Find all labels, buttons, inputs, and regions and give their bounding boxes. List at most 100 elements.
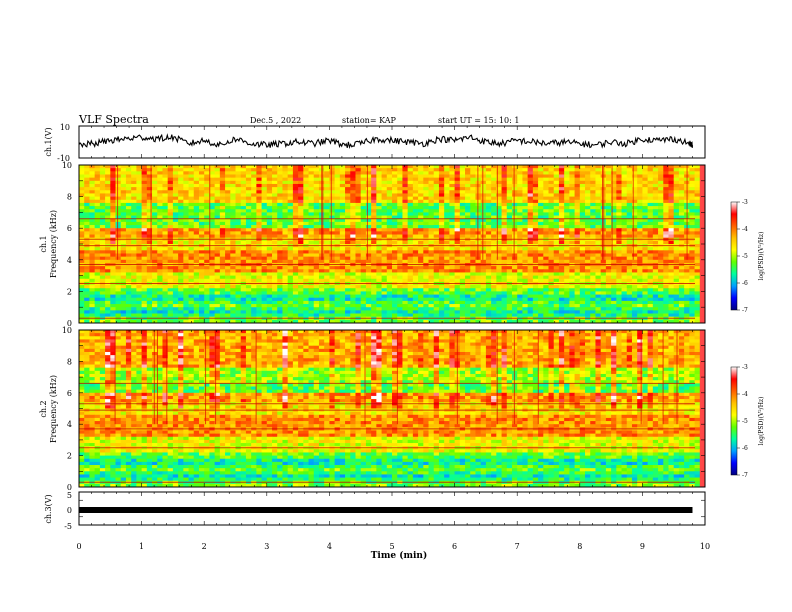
spectrogram-cell <box>485 259 492 264</box>
spectrogram-cell <box>642 234 649 239</box>
spectrogram-cell <box>167 250 174 254</box>
spectrogram-cell <box>308 190 315 194</box>
spectrogram-cell <box>209 202 216 207</box>
spectrogram-cell <box>355 272 362 276</box>
spectrogram-cell <box>214 165 221 169</box>
spectrogram-cell <box>511 234 518 239</box>
spectrogram-cell <box>266 177 273 182</box>
spectrogram-cell <box>433 165 440 169</box>
spectrogram-cell <box>496 240 502 245</box>
spectrogram-cell <box>298 247 304 251</box>
spectrogram-cell <box>329 278 336 283</box>
spectrogram-cell <box>230 275 236 280</box>
spectrogram-cell <box>673 285 680 289</box>
spectrogram-cell <box>204 218 210 223</box>
spectrogram-cell <box>574 183 581 188</box>
spectrogram-cell <box>287 206 294 210</box>
spectrogram-cell <box>339 177 346 182</box>
spectrogram-cell <box>99 225 106 229</box>
spectrogram-cell <box>637 275 643 280</box>
spectrogram-cell <box>511 187 518 191</box>
spectrogram-cell <box>668 253 675 258</box>
spectrogram-cell <box>110 272 116 276</box>
spectrogram-cell <box>600 288 607 292</box>
spectrogram-cell <box>193 174 200 179</box>
spectrogram-cell <box>209 190 216 194</box>
spectrogram-cell <box>350 250 356 254</box>
spectrogram-cell <box>438 250 445 254</box>
spectrogram-cell <box>558 209 565 213</box>
spectrogram-cell <box>272 275 278 280</box>
spectrogram-cell <box>397 285 403 289</box>
spectrogram-cell <box>438 215 445 220</box>
spectrogram-cell <box>428 187 435 191</box>
spectrogram-cell <box>157 288 163 292</box>
spectrogram-cell <box>235 190 242 194</box>
spectrogram-cell <box>256 278 262 283</box>
spectrogram-cell <box>454 183 461 188</box>
spectrogram-cell <box>412 215 419 220</box>
spectrogram-cell <box>663 177 669 182</box>
spectrogram-cell <box>621 193 628 197</box>
spectrogram-cell <box>235 234 242 239</box>
spectrogram-cell <box>303 180 309 185</box>
spectrogram-cell <box>449 183 455 188</box>
spectrogram-cell <box>371 187 377 191</box>
spectrogram-cell <box>131 240 137 245</box>
spectrogram-cell <box>251 285 257 289</box>
spectrogram-cell <box>485 278 492 283</box>
spectrogram-cell <box>496 209 502 213</box>
spectrogram-cell <box>131 174 137 179</box>
spectrogram-cell <box>668 275 675 280</box>
spectrogram-cell <box>538 165 544 169</box>
spectrogram-cell <box>303 266 309 270</box>
spectrogram-cell <box>506 256 513 261</box>
spectrogram-cell <box>647 171 654 175</box>
spectrogram-cell <box>339 212 346 216</box>
spectrogram-cell <box>605 196 612 201</box>
spectrogram-cell <box>459 275 466 280</box>
spectrogram-cell <box>444 272 450 276</box>
start-ut-label: start UT = 15: 10: 1 <box>438 116 519 125</box>
spectrogram-cell <box>694 199 701 204</box>
spectrogram-cell <box>99 168 106 172</box>
spectrogram-cell <box>225 218 231 223</box>
spectrogram-cell <box>345 165 351 169</box>
spectrogram-cell <box>517 221 523 226</box>
spectrogram-cell <box>637 206 643 210</box>
spectrogram-cell <box>110 177 116 182</box>
spectrogram-cell <box>392 190 398 194</box>
spectrogram-cell <box>282 240 289 245</box>
spectrogram-cell <box>491 171 497 175</box>
spectrogram-cell <box>225 269 231 273</box>
spectrogram-cell <box>423 174 429 179</box>
spectrogram-cell <box>433 228 440 232</box>
spectrogram-cell <box>678 250 685 254</box>
spectrogram-cell <box>355 193 362 197</box>
spectrogram-cell <box>558 177 565 182</box>
spectrogram-cell <box>251 190 257 194</box>
spectrogram-cell <box>172 215 179 220</box>
spectrogram-cell <box>621 269 628 273</box>
spectrogram-cell <box>652 187 659 191</box>
spectrogram-cell <box>631 278 638 283</box>
spectrogram-cell <box>684 259 690 264</box>
spectrogram-cell <box>449 247 455 251</box>
spectrogram-cell <box>214 259 221 264</box>
spectrogram-cell <box>345 288 351 292</box>
spectrogram-cell <box>689 231 695 235</box>
spectrogram-cell <box>125 183 132 188</box>
spectrogram-cell <box>282 218 289 223</box>
spectrogram-cell <box>84 212 90 216</box>
spectrogram-cell <box>553 202 560 207</box>
spectrogram-cell <box>235 247 242 251</box>
spectrogram-cell <box>579 228 586 232</box>
spectrogram-cell <box>198 165 205 169</box>
spectrogram-cell <box>402 174 409 179</box>
spectrogram-cell <box>89 180 96 185</box>
spectrogram-cell <box>527 190 534 194</box>
spectrogram-cell <box>699 228 706 232</box>
spectrogram-cell <box>433 247 440 251</box>
spectrogram-cell <box>558 183 565 188</box>
spectrogram-cell <box>245 190 252 194</box>
